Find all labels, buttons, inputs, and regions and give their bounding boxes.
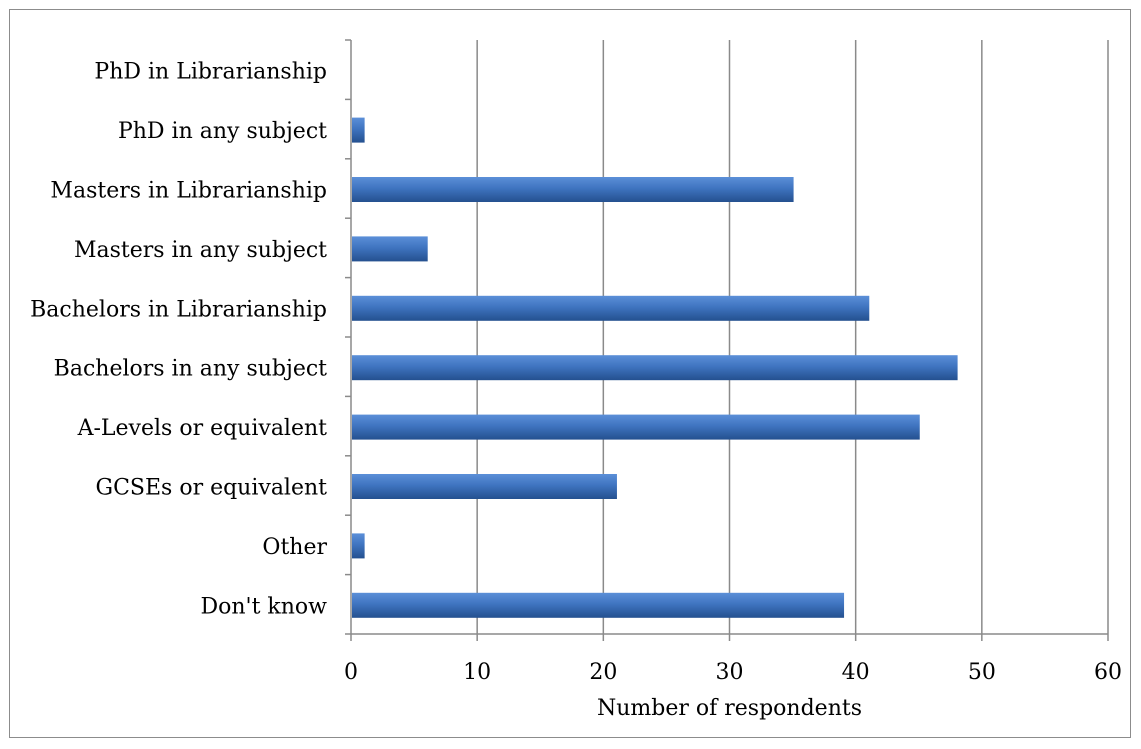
bar xyxy=(352,592,845,618)
bars xyxy=(352,117,958,618)
x-tick-label: 40 xyxy=(842,660,870,685)
category-label: PhD in any subject xyxy=(118,119,327,144)
bar xyxy=(352,295,870,321)
x-tick-label: 60 xyxy=(1094,660,1122,685)
x-tick-label: 0 xyxy=(344,660,358,685)
x-tick-label: 50 xyxy=(968,660,996,685)
bar xyxy=(352,117,365,143)
x-tick-labels: 0 10 20 30 40 50 60 xyxy=(344,660,1122,685)
x-tick-label: 10 xyxy=(463,660,491,685)
bar xyxy=(352,414,920,440)
bar xyxy=(352,236,428,262)
bar xyxy=(352,177,794,202)
axes xyxy=(345,39,1109,641)
x-tick-label: 30 xyxy=(716,660,744,685)
category-label: Bachelors in Librarianship xyxy=(30,297,327,322)
bar xyxy=(352,355,958,381)
gridlines xyxy=(476,40,1109,634)
category-label: Other xyxy=(262,535,327,560)
bar xyxy=(352,474,617,499)
category-label: A-Levels or equivalent xyxy=(77,416,328,441)
category-label: PhD in Librarianship xyxy=(94,60,327,85)
x-axis-title: Number of respondents xyxy=(597,696,862,721)
category-label: Don't know xyxy=(200,594,327,619)
x-tick-label: 20 xyxy=(589,660,617,685)
category-labels: PhD in Librarianship PhD in any subject Ma… xyxy=(30,60,327,620)
category-label: Masters in Librarianship xyxy=(50,179,327,204)
bar xyxy=(352,533,365,559)
category-label: Bachelors in any subject xyxy=(54,357,327,382)
category-label: Masters in any subject xyxy=(74,238,327,263)
category-label: GCSEs or equivalent xyxy=(96,476,328,501)
